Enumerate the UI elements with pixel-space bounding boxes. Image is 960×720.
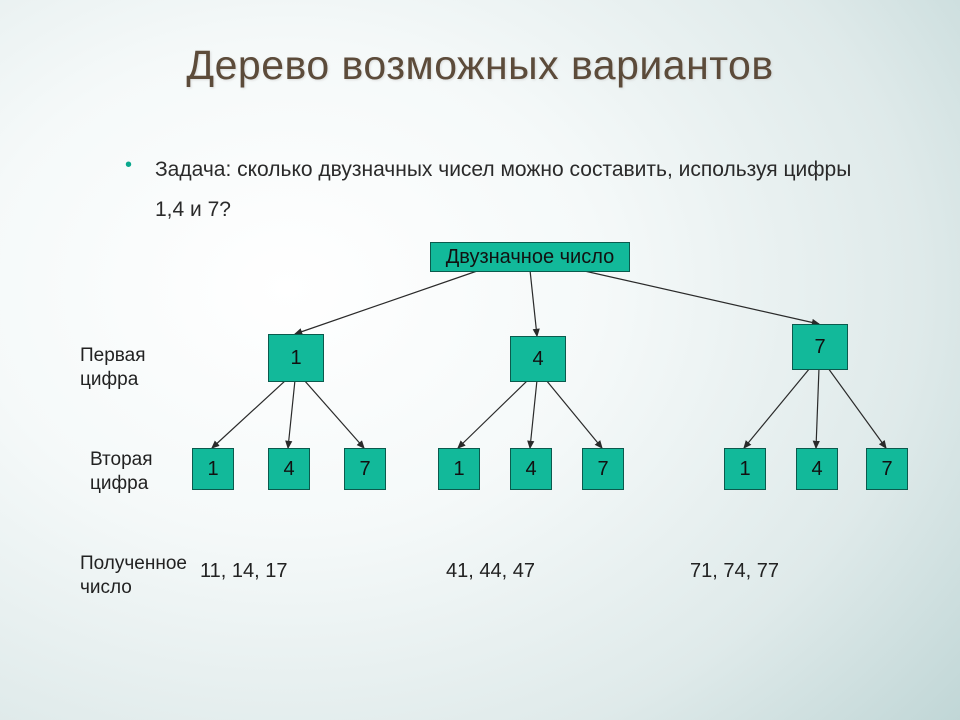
tree-edge-3 bbox=[212, 380, 286, 448]
tree-level2-node-8: 7 bbox=[866, 448, 908, 490]
tree-level2-node-5: 7 bbox=[582, 448, 624, 490]
page-title: Дерево возможных вариантов bbox=[0, 42, 960, 89]
tree-level2-node-7: 4 bbox=[796, 448, 838, 490]
tree-edge-0 bbox=[295, 270, 480, 334]
tree-edge-11 bbox=[828, 368, 886, 448]
result-group-1: 41, 44, 47 bbox=[446, 560, 535, 583]
tree-edge-2 bbox=[580, 270, 819, 324]
tree-edge-6 bbox=[458, 380, 528, 448]
tree-edge-4 bbox=[288, 380, 295, 448]
label-second-digit: Втораяцифра bbox=[90, 448, 153, 496]
tree-level2-node-0: 1 bbox=[192, 448, 234, 490]
problem-text: Задача: сколько двузначных чисел можно с… bbox=[155, 150, 875, 230]
label-result: Полученноечисло bbox=[80, 552, 187, 600]
tree-level2-node-6: 1 bbox=[724, 448, 766, 490]
tree-edge-1 bbox=[530, 270, 537, 336]
tree-edge-7 bbox=[530, 380, 537, 448]
tree-level1-node-1: 4 bbox=[510, 336, 566, 382]
tree-level2-node-3: 1 bbox=[438, 448, 480, 490]
tree-edge-5 bbox=[304, 380, 364, 448]
tree-root-node: Двузначное число bbox=[430, 242, 630, 272]
tree-level2-node-4: 4 bbox=[510, 448, 552, 490]
tree-edge-8 bbox=[546, 380, 602, 448]
result-group-0: 11, 14, 17 bbox=[200, 560, 287, 583]
tree-level2-node-2: 7 bbox=[344, 448, 386, 490]
tree-level2-node-1: 4 bbox=[268, 448, 310, 490]
tree-edge-10 bbox=[816, 368, 819, 448]
tree-edge-9 bbox=[744, 368, 810, 448]
tree-level1-node-2: 7 bbox=[792, 324, 848, 370]
label-first-digit: Перваяцифра bbox=[80, 344, 146, 392]
result-group-2: 71, 74, 77 bbox=[690, 560, 779, 583]
tree-level1-node-0: 1 bbox=[268, 334, 324, 382]
bullet-icon: • bbox=[125, 155, 132, 175]
